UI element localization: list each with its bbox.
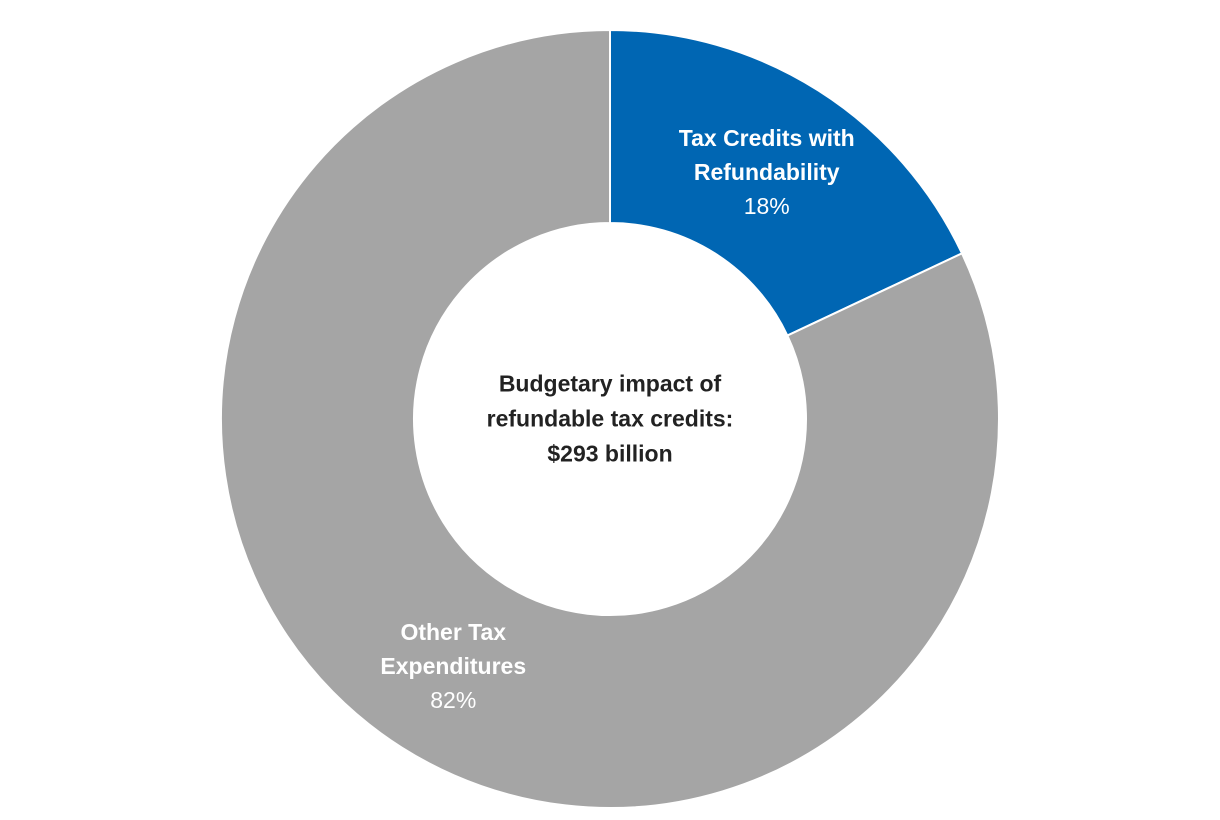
center-line: refundable tax credits: [486, 405, 734, 432]
center-line: $293 billion [547, 440, 673, 467]
slice-label: Tax Credits with Refundability 18% [652, 121, 882, 223]
category-label: Other Tax Expenditures [380, 618, 527, 679]
category-label: Tax Credits with Refundability [678, 125, 855, 186]
center-line: Budgetary impact of [498, 370, 722, 397]
value-label: 18% [743, 193, 790, 220]
slice [609, 28, 964, 337]
slice [220, 28, 1000, 809]
slice-label: Other Tax Expenditures 82% [338, 615, 568, 717]
value-label: 82% [430, 686, 477, 713]
center-text: Budgetary impact of refundable tax credit… [487, 367, 734, 472]
